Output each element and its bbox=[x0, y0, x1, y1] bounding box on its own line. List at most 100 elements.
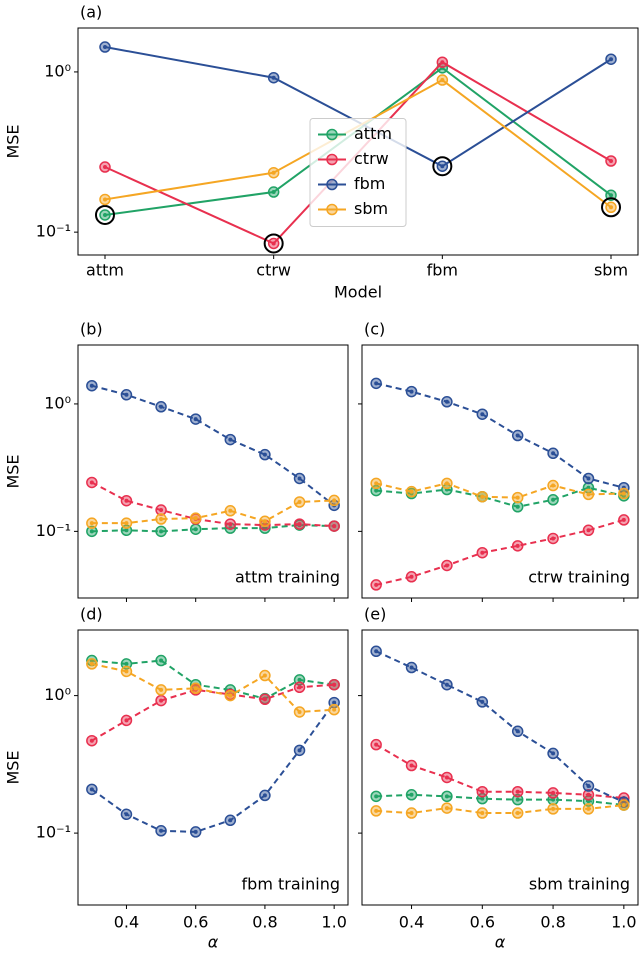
point-inner bbox=[228, 508, 233, 513]
point-inner bbox=[89, 521, 94, 526]
point-inner bbox=[102, 197, 107, 202]
point bbox=[547, 494, 559, 506]
point bbox=[155, 694, 167, 707]
annotation: ctrw training bbox=[528, 568, 630, 587]
point bbox=[582, 780, 595, 792]
point bbox=[511, 429, 524, 442]
point bbox=[547, 479, 559, 492]
point bbox=[618, 799, 630, 811]
point-inner bbox=[124, 661, 129, 666]
point bbox=[99, 41, 111, 53]
point-inner bbox=[586, 528, 591, 533]
point-inner bbox=[409, 763, 414, 768]
point-inner bbox=[102, 212, 107, 217]
point bbox=[155, 513, 167, 525]
legend-marker bbox=[326, 153, 338, 166]
point-inner bbox=[609, 57, 614, 62]
point-inner bbox=[444, 481, 449, 486]
point-inner bbox=[480, 796, 485, 801]
plot-frame bbox=[77, 629, 349, 906]
series-line bbox=[376, 804, 624, 815]
point bbox=[618, 481, 630, 494]
point bbox=[547, 532, 559, 545]
point-inner bbox=[480, 550, 485, 555]
point bbox=[511, 785, 524, 798]
point bbox=[547, 447, 559, 460]
point bbox=[370, 738, 382, 751]
y-axis-label: MSE bbox=[4, 124, 23, 158]
x-tick-label: 0.4 bbox=[114, 913, 139, 932]
point-inner bbox=[444, 806, 449, 811]
point-inner bbox=[621, 491, 626, 496]
point-inner bbox=[193, 516, 198, 521]
point-inner bbox=[409, 489, 414, 494]
point-inner bbox=[102, 165, 107, 170]
point bbox=[405, 807, 418, 819]
point-inner bbox=[374, 742, 379, 747]
point bbox=[224, 505, 237, 517]
x-axis-label: Model bbox=[334, 283, 382, 302]
point-inner bbox=[124, 812, 129, 817]
panel-label: (b) bbox=[80, 320, 103, 339]
point bbox=[405, 485, 418, 498]
x-tick-label: 1.0 bbox=[611, 913, 636, 932]
point-inner bbox=[444, 563, 449, 568]
point-inner bbox=[586, 476, 591, 481]
point-inner bbox=[551, 483, 556, 488]
point bbox=[86, 379, 98, 392]
point-inner bbox=[159, 698, 164, 703]
point-inner bbox=[124, 521, 129, 526]
point bbox=[370, 377, 382, 390]
point bbox=[189, 682, 202, 695]
y-tick-label: 10⁰ bbox=[44, 393, 71, 412]
point bbox=[328, 678, 340, 691]
point bbox=[155, 504, 167, 516]
point-inner bbox=[480, 811, 485, 816]
legend-label: sbm bbox=[354, 199, 388, 218]
point bbox=[86, 783, 98, 796]
point-inner bbox=[609, 193, 614, 198]
point bbox=[86, 525, 98, 538]
point bbox=[436, 160, 449, 172]
point-inner bbox=[193, 829, 198, 834]
point bbox=[259, 693, 271, 706]
point bbox=[511, 540, 524, 552]
highlight-ring bbox=[263, 233, 284, 254]
point-inner bbox=[297, 499, 302, 504]
legend-marker bbox=[326, 203, 338, 216]
point bbox=[405, 385, 418, 398]
point-inner bbox=[515, 504, 520, 509]
point-inner bbox=[89, 529, 94, 534]
point bbox=[511, 807, 524, 819]
legend-box bbox=[309, 118, 407, 227]
point bbox=[86, 476, 98, 489]
point-inner bbox=[440, 60, 445, 65]
point bbox=[328, 494, 340, 507]
series-line bbox=[375, 482, 624, 499]
series-line bbox=[91, 683, 335, 742]
point-inner bbox=[159, 404, 164, 409]
point-inner bbox=[551, 806, 556, 811]
point-inner bbox=[551, 451, 556, 456]
x-tick-label: sbm bbox=[594, 261, 628, 280]
point-inner bbox=[159, 828, 164, 833]
point-inner bbox=[515, 797, 520, 802]
x-axis-label: α bbox=[208, 933, 219, 952]
series-line bbox=[91, 701, 335, 833]
point-inner bbox=[480, 699, 485, 704]
point-inner bbox=[480, 789, 485, 794]
point bbox=[605, 53, 617, 65]
point bbox=[436, 56, 449, 68]
point bbox=[120, 389, 133, 401]
series-line bbox=[91, 499, 335, 525]
point-inner bbox=[551, 536, 556, 541]
point-inner bbox=[409, 665, 414, 670]
point bbox=[618, 487, 630, 500]
point-inner bbox=[621, 517, 626, 522]
point-inner bbox=[262, 673, 267, 678]
point bbox=[155, 654, 167, 667]
point-inner bbox=[89, 480, 94, 485]
point bbox=[476, 546, 489, 559]
point-inner bbox=[515, 811, 520, 816]
point-inner bbox=[159, 687, 164, 692]
